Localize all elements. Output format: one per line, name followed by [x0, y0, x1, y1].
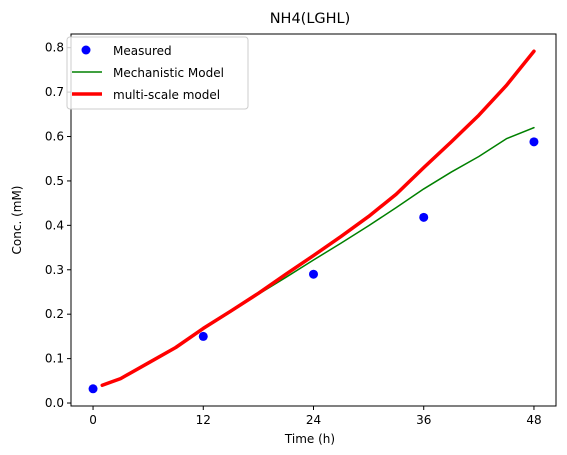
y-tick-label: 0.7: [45, 85, 64, 99]
x-tick-label: 0: [89, 413, 97, 427]
y-tick-label: 0.1: [45, 352, 64, 366]
y-tick-label: 0.2: [45, 307, 64, 321]
legend-label-measured: Measured: [113, 44, 172, 58]
y-tick-label: 0.6: [45, 130, 64, 144]
axis-ticks: 0 12 24 36 48 0.0 0.1 0.2 0.3 0.4 0.5 0.6 0.7 0.8: [45, 41, 542, 427]
chart-title: NH4(LGHL): [270, 11, 351, 27]
plot-area: [88, 49, 539, 394]
series-line-1: [101, 126, 535, 387]
y-tick-label: 0.8: [45, 41, 64, 55]
data-point-measured: [309, 269, 318, 279]
y-tick-label: 0.3: [45, 263, 64, 277]
x-axis-label: Time (h): [284, 432, 335, 446]
legend-box: [66, 36, 249, 110]
x-tick-label: 12: [196, 413, 211, 427]
y-tick-label: 0.5: [45, 174, 64, 188]
plot-frame: [70, 33, 557, 407]
legend-marker-measured: [81, 45, 91, 55]
y-axis-label: Conc. (mM): [10, 186, 24, 255]
data-point-measured: [88, 384, 98, 394]
data-point-measured: [529, 137, 539, 147]
data-point-measured: [419, 212, 429, 222]
legend-label-mechanistic: Mechanistic Model: [113, 66, 224, 80]
y-tick-label: 0.0: [45, 396, 64, 410]
x-tick-label: 24: [306, 413, 321, 427]
x-tick-label: 48: [526, 413, 541, 427]
y-tick-label: 0.4: [45, 218, 64, 232]
x-tick-label: 36: [416, 413, 431, 427]
legend-label-multiscale: multi-scale model: [113, 88, 220, 102]
data-point-measured: [198, 331, 208, 341]
series-line-2: [100, 49, 536, 388]
legend: Measured Mechanistic Model multi-scale m…: [66, 36, 249, 110]
